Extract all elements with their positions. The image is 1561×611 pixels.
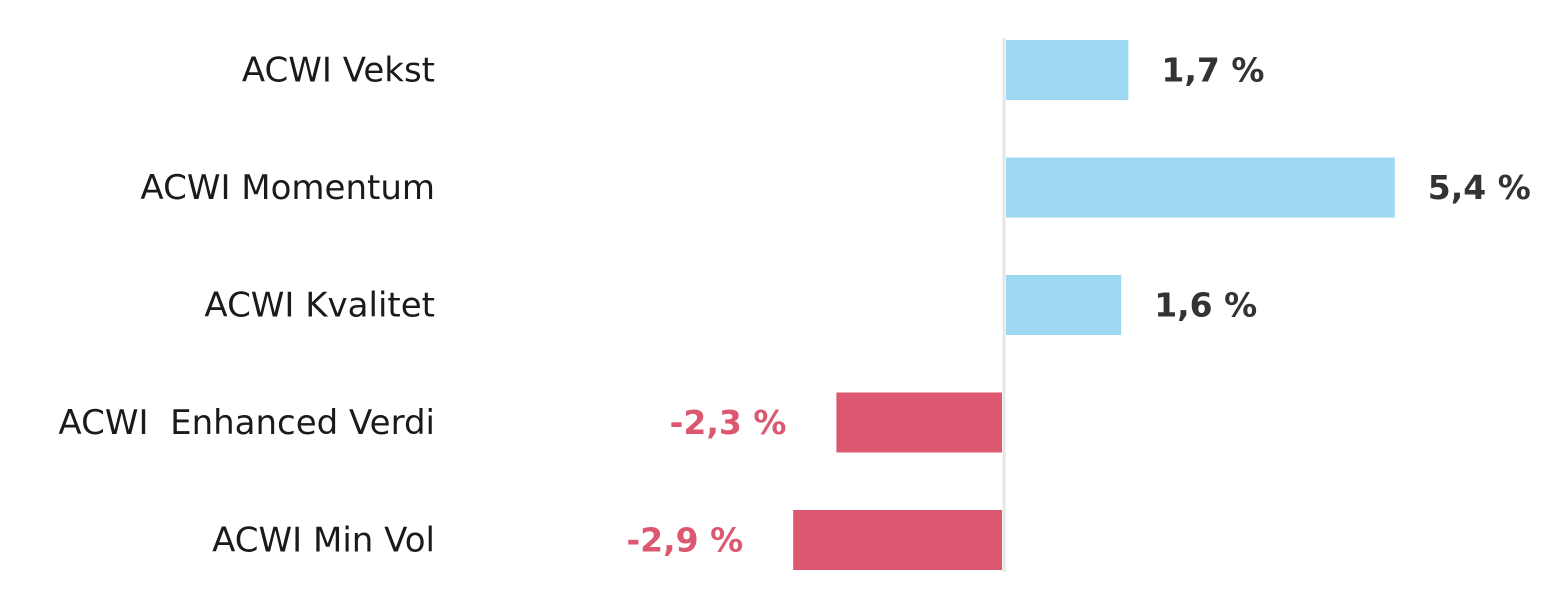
bar <box>1006 40 1129 100</box>
value-label: 1,7 % <box>1161 51 1264 90</box>
bar <box>793 510 1002 570</box>
value-label: 1,6 % <box>1154 286 1257 325</box>
value-label: 5,4 % <box>1428 168 1531 207</box>
value-label: -2,9 % <box>626 521 743 560</box>
value-label: -2,3 % <box>670 403 787 442</box>
category-label: ACWI Vekst <box>242 51 435 91</box>
category-label: ACWI Enhanced Verdi <box>58 403 435 443</box>
category-label: ACWI Momentum <box>140 168 435 208</box>
bar <box>836 392 1002 453</box>
category-label: ACWI Kvalitet <box>204 286 435 326</box>
category-label: ACWI Min Vol <box>212 521 435 561</box>
bar <box>1006 157 1395 218</box>
bar <box>1006 275 1122 335</box>
